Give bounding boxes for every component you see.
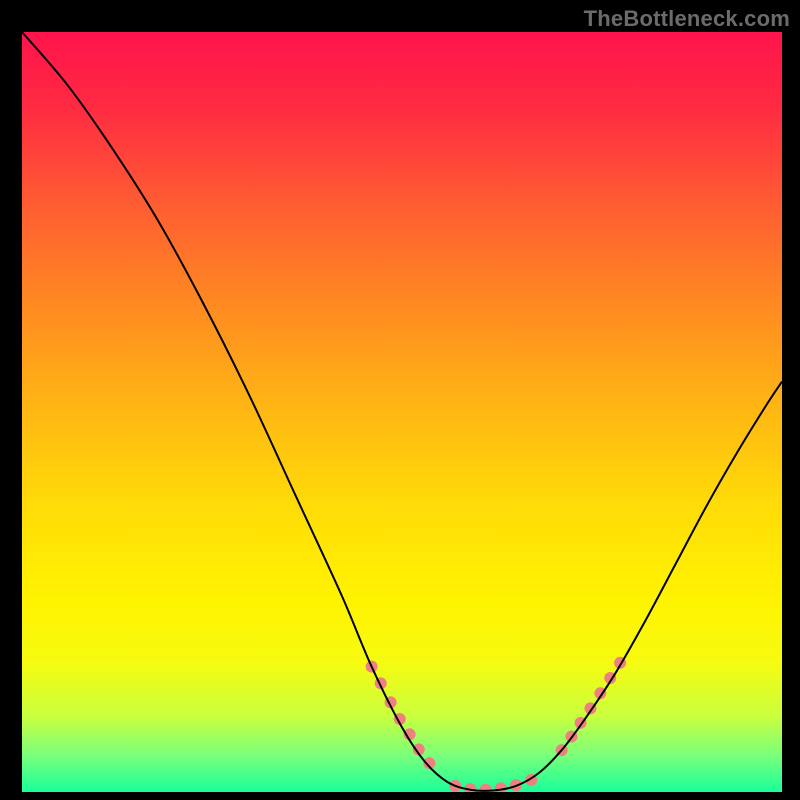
plot-area [22, 32, 782, 792]
chart-frame: TheBottleneck.com [0, 0, 800, 800]
gradient-background [22, 32, 782, 792]
chart-svg [22, 32, 782, 792]
watermark-text: TheBottleneck.com [584, 6, 790, 32]
